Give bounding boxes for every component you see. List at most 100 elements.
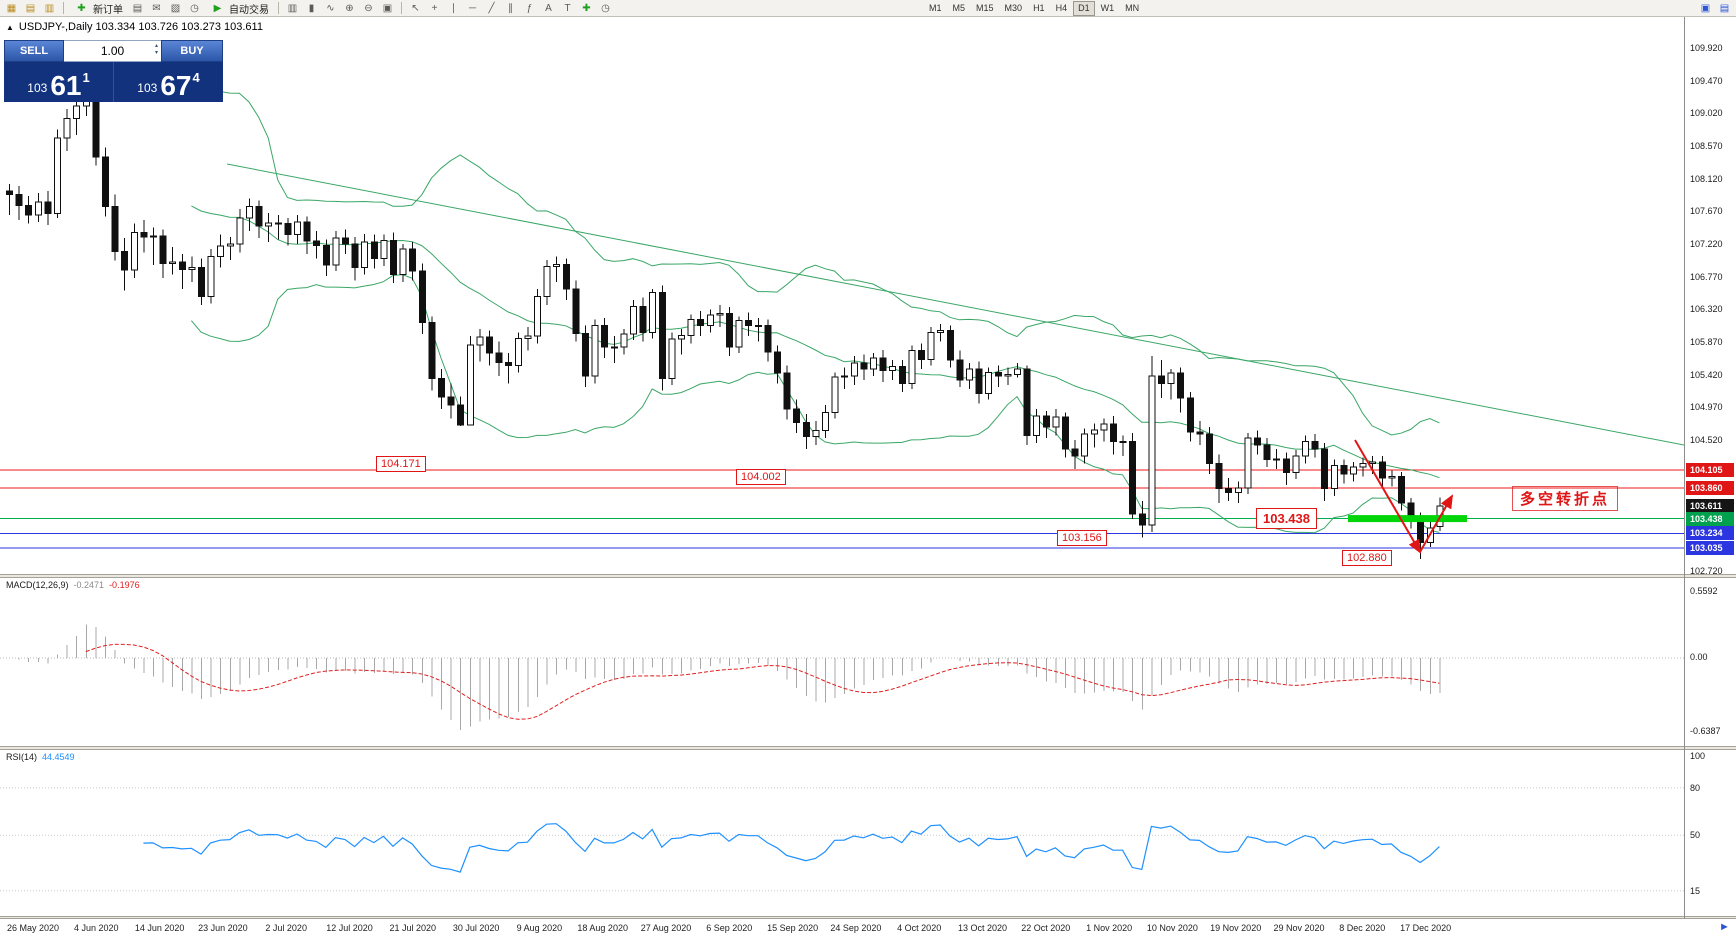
price-label-box[interactable]: 104.171 <box>376 456 426 473</box>
macd-header: MACD(12,26,9) -0.2471 -0.1976 <box>6 580 140 590</box>
panel-separator[interactable] <box>0 916 1736 919</box>
rsi-axis-label: 50 <box>1690 830 1701 840</box>
candlesticks <box>6 53 1444 560</box>
v-reversal-arrows[interactable] <box>1354 439 1453 554</box>
new-order-button[interactable]: ✚ 新订单 <box>69 1 127 16</box>
volume-input[interactable]: 1.00 ▴ ▾ <box>64 40 161 62</box>
timeframe-button-m30[interactable]: M30 <box>1004 2 1023 13</box>
volume-down-icon[interactable]: ▾ <box>154 50 158 56</box>
timeframe-button-m5[interactable]: M5 <box>952 2 966 13</box>
bar-chart-type-icon[interactable]: ▥ <box>287 2 298 14</box>
price-axis-label: 105.420 <box>1690 369 1723 380</box>
mailbox-icon[interactable]: ✉ <box>152 2 161 14</box>
price-label-box[interactable]: 102.880 <box>1342 550 1392 567</box>
date-label: 17 Dec 2020 <box>1400 923 1452 933</box>
date-label: 29 Nov 2020 <box>1273 923 1325 933</box>
arrows-tool-icon[interactable]: T <box>564 2 571 14</box>
zoom-out-icon[interactable]: ⊖ <box>364 2 373 14</box>
text-tool-icon[interactable]: A <box>545 2 552 14</box>
panel-separator[interactable] <box>0 746 1736 750</box>
main-plot[interactable] <box>0 53 1684 560</box>
price-tag: 103.438 <box>1686 511 1734 526</box>
chart-title-icon: ▲ <box>6 22 14 32</box>
zoom-in-icon[interactable]: ⊕ <box>345 2 354 14</box>
line-chart-type-icon[interactable]: ∿ <box>326 2 335 14</box>
toolbar-separator <box>401 2 402 14</box>
date-label: 10 Nov 2020 <box>1146 923 1198 933</box>
rsi-axis-label: 80 <box>1690 783 1701 793</box>
volume-value: 1.00 <box>100 44 125 58</box>
chart-title: ▲ USDJPY-,Daily 103.334 103.726 103.273 … <box>6 21 263 33</box>
buy-price[interactable]: 103 67 4 <box>137 70 200 101</box>
tile-windows-icon[interactable]: ▣ <box>382 2 393 14</box>
fibonacci-tool-icon[interactable]: ƒ <box>526 2 533 14</box>
date-label: 19 Nov 2020 <box>1210 923 1262 933</box>
chart-shift-icon[interactable]: ▤ <box>1719 2 1730 14</box>
sell-price[interactable]: 103 61 1 <box>4 62 114 102</box>
price-axis-label: 109.020 <box>1690 108 1723 119</box>
date-label: 1 Nov 2020 <box>1086 923 1133 933</box>
macd-signal-line <box>85 643 1440 720</box>
chart-profiles-icon[interactable]: ▤ <box>25 2 36 14</box>
price-tag: 103.035 <box>1686 540 1734 555</box>
market-watch-icon[interactable]: ▤ <box>132 2 143 14</box>
trendline-tool-icon[interactable]: ╱ <box>488 2 495 14</box>
auto-scroll-icon[interactable]: ▣ <box>1700 2 1711 14</box>
descending-trendline[interactable] <box>226 163 1684 446</box>
timeframe-group: M1 M5 M15 M30 H1 H4 D1 W1 MN <box>924 0 1144 16</box>
volume-up-icon[interactable]: ▴ <box>154 43 158 49</box>
timeframe-button-m1[interactable]: M1 <box>929 2 942 13</box>
price-axis-label: 106.770 <box>1690 271 1723 282</box>
strategy-tester-icon[interactable]: ◷ <box>190 2 199 14</box>
price-axis-label: 102.720 <box>1690 565 1723 576</box>
timeframe-button-mn[interactable]: MN <box>1125 2 1140 13</box>
price-label-box[interactable]: 104.002 <box>736 468 786 485</box>
channel-tool-icon[interactable]: ∥ <box>508 2 513 14</box>
price-axis-label: 109.920 <box>1690 43 1723 53</box>
crosshair-icon[interactable]: + <box>431 2 438 14</box>
horizontal-line-tool-icon[interactable]: ─ <box>468 2 477 14</box>
buy-button[interactable]: BUY <box>161 40 223 62</box>
rsi-header: RSI(14) 44.4549 <box>6 752 75 762</box>
date-label: 21 Jul 2020 <box>389 923 437 933</box>
terminal-icon[interactable]: ▧ <box>170 2 181 14</box>
timeframe-button-w1[interactable]: W1 <box>1100 2 1115 13</box>
date-label: 14 Jun 2020 <box>134 923 185 933</box>
macd-panel <box>0 624 1684 730</box>
toolbar-right-group: ▣ ▤ <box>1697 1 1733 15</box>
toolbar-separator <box>278 2 279 14</box>
timeframe-button-m15[interactable]: M15 <box>976 2 994 13</box>
timeframe-button-d1[interactable]: D1 <box>1073 0 1095 16</box>
new-chart-icon[interactable]: ▦ <box>6 2 17 14</box>
trade-panel-controls: SELL 1.00 ▴ ▾ BUY <box>4 40 223 62</box>
date-label: 13 Oct 2020 <box>957 923 1008 933</box>
period-clock-icon[interactable]: ◷ <box>601 2 610 14</box>
cursor-icon[interactable]: ↖ <box>411 2 420 14</box>
rsi-line <box>143 823 1440 873</box>
turning-point-annotation[interactable]: 多空转折点 <box>1512 486 1619 511</box>
date-label: 24 Sep 2020 <box>830 923 882 933</box>
timeframe-button-h4[interactable]: H4 <box>1055 2 1068 13</box>
date-label: 27 Aug 2020 <box>640 923 692 933</box>
macd-axis-label: -0.6387 <box>1690 726 1721 736</box>
candlestick-chart-type-icon[interactable]: ▮ <box>308 2 315 14</box>
panel-separator[interactable] <box>0 574 1736 578</box>
support-zone-bar[interactable] <box>1348 515 1467 523</box>
timeframe-button-h1[interactable]: H1 <box>1033 2 1045 13</box>
price-axis-label: 104.520 <box>1690 435 1723 446</box>
scrollbar-right-arrow-icon[interactable]: ► <box>1719 921 1730 933</box>
price-tag: 103.860 <box>1686 480 1734 495</box>
price-axis-label: 105.870 <box>1690 337 1723 348</box>
sell-button[interactable]: SELL <box>4 40 64 62</box>
new-order-label: 新订单 <box>93 4 123 16</box>
price-tag: 103.611 <box>1686 499 1734 514</box>
vertical-line-tool-icon[interactable]: ∣ <box>451 2 456 14</box>
price-axis-label: 108.570 <box>1690 141 1723 151</box>
price-label-box[interactable]: 103.156 <box>1057 530 1107 547</box>
add-indicator-icon[interactable]: ✚ <box>582 2 591 14</box>
price-label-box[interactable]: 103.438 <box>1256 507 1317 529</box>
autotrading-button[interactable]: ▶ 自动交易 <box>205 1 273 16</box>
chart-templates-icon[interactable]: ▥ <box>44 2 55 14</box>
volume-spinner[interactable]: ▴ ▾ <box>155 43 158 57</box>
